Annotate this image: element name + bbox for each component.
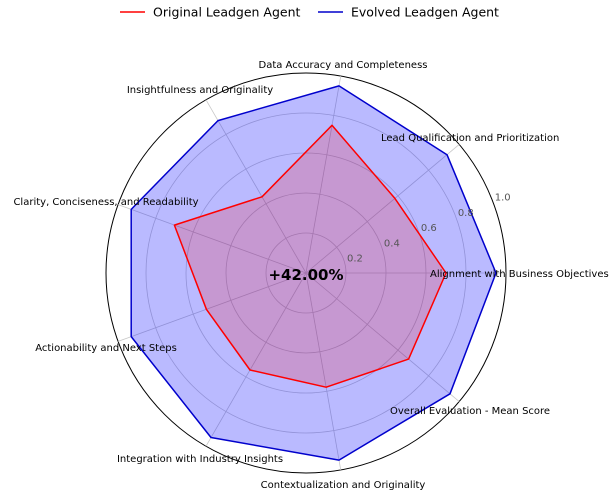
center-label: +42.00% xyxy=(268,266,343,284)
radial-tick-label: 0.8 xyxy=(458,208,474,219)
category-label: Data Accuracy and Completeness xyxy=(259,60,428,71)
category-label: Overall Evaluation - Mean Score xyxy=(390,406,550,417)
category-label: Lead Qualification and Prioritization xyxy=(381,133,559,144)
radar-grid xyxy=(105,72,507,474)
series-layer xyxy=(130,85,497,461)
grid-spoke xyxy=(305,272,342,471)
category-labels: Alignment with Business Objectives Lead Q… xyxy=(13,60,608,491)
category-label: Alignment with Business Objectives xyxy=(430,269,609,280)
radial-tick-label: 0.2 xyxy=(347,254,363,265)
legend-label-evolved: Evolved Leadgen Agent xyxy=(351,5,499,20)
radial-tick-label: 1.0 xyxy=(495,192,511,203)
legend: Original Leadgen Agent Evolved Leadgen A… xyxy=(120,5,499,20)
grid-spoke xyxy=(305,272,460,402)
series-original-polygon xyxy=(173,124,447,388)
radial-tick-label: 0.6 xyxy=(421,223,437,234)
grid-spoke xyxy=(305,75,342,274)
category-label: Clarity, Conciseness, and Readability xyxy=(13,197,198,208)
category-label: Integration with Industry Insights xyxy=(117,454,283,465)
grid-spoke xyxy=(117,204,307,274)
category-label: Actionability and Next Steps xyxy=(35,343,177,354)
radial-tick-labels: 0.2 0.4 0.6 0.8 1.0 xyxy=(347,192,511,264)
category-label: Insightfulness and Originality xyxy=(127,85,273,96)
grid-spoke xyxy=(305,144,460,274)
legend-label-original: Original Leadgen Agent xyxy=(153,5,301,20)
series-evolved-polygon xyxy=(130,85,497,461)
grid-spoke xyxy=(205,99,307,274)
category-label: Contextualization and Originality xyxy=(261,480,426,491)
grid-spoke xyxy=(117,272,307,342)
radial-tick-label: 0.4 xyxy=(384,238,400,249)
grid-spoke xyxy=(205,272,307,447)
